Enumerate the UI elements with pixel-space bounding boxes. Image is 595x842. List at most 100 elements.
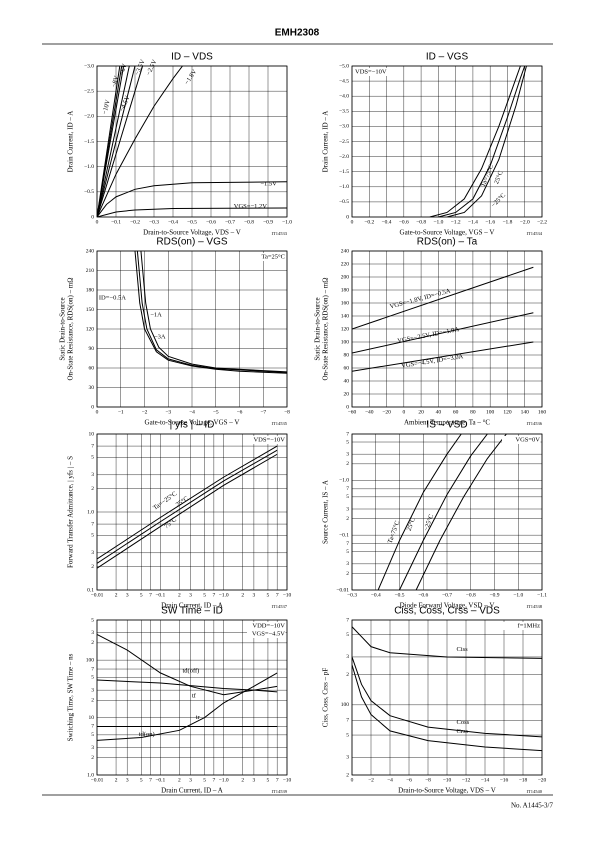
annotation-bg bbox=[247, 630, 286, 638]
y-tick-label: 3 bbox=[91, 550, 94, 556]
curve-label: −1.5V bbox=[260, 180, 277, 187]
y-tick-label: 7 bbox=[346, 718, 349, 724]
annotation: VDD=−10V bbox=[252, 622, 285, 629]
y-axis-label: Source Current, IS – A bbox=[322, 480, 330, 544]
y-tick-label: 140 bbox=[341, 313, 350, 319]
x-tick-label: 2 bbox=[178, 592, 181, 598]
x-tick-label: −18 bbox=[519, 777, 528, 783]
y-tick-label: −0.5 bbox=[339, 199, 349, 205]
x-tick-label: −0.9 bbox=[490, 592, 500, 598]
chart-title: ID – VGS bbox=[426, 52, 469, 63]
y-tick-label: 7 bbox=[91, 443, 94, 449]
x-tick-label: −0.6 bbox=[399, 219, 409, 225]
y-tick-label: 7 bbox=[91, 724, 94, 730]
chart: RDS(on) – Ta Ambient Temperature, Ta – °C… bbox=[314, 237, 547, 427]
curve bbox=[97, 66, 183, 217]
y-tick-label: 240 bbox=[86, 248, 95, 254]
chart-title: SW Time – ID bbox=[161, 606, 223, 617]
chart-title: IS – VSD bbox=[426, 420, 467, 431]
curve bbox=[352, 341, 534, 372]
x-tick-label: 100 bbox=[486, 409, 495, 415]
plot-frame bbox=[351, 433, 543, 591]
y-tick-label: 5 bbox=[346, 439, 349, 445]
x-tick-label: −7 bbox=[260, 409, 266, 415]
x-tick-label: 0 bbox=[351, 219, 354, 225]
y-tick-label: −5.0 bbox=[339, 63, 349, 69]
x-tick-label: −0.1 bbox=[111, 219, 121, 225]
curve-label: 25°C bbox=[493, 170, 505, 185]
x-tick-label: −0.01 bbox=[91, 777, 104, 783]
x-tick-label: −0.7 bbox=[225, 219, 235, 225]
y-axis-label: Drain Current, ID – A bbox=[322, 111, 330, 173]
x-tick-label: −2.0 bbox=[520, 219, 530, 225]
y-tick-label: 2 bbox=[91, 755, 94, 761]
x-tick-label: −0.1 bbox=[155, 592, 165, 598]
y-tick-label: 1.0 bbox=[87, 772, 94, 778]
x-tick-label: −5 bbox=[213, 409, 219, 415]
curve bbox=[97, 449, 278, 564]
y-tick-label: 150 bbox=[86, 307, 95, 313]
x-tick-label: 120 bbox=[503, 409, 512, 415]
x-tick-label: 3 bbox=[253, 592, 256, 598]
curve-label: Crss bbox=[457, 728, 469, 735]
figure-code: IT14537 bbox=[272, 604, 288, 609]
y-tick-label: 2 bbox=[346, 461, 349, 467]
y-tick-label: 7 bbox=[346, 541, 349, 547]
curve-label: tf bbox=[192, 692, 197, 699]
figure-code: IT14539 bbox=[272, 789, 288, 794]
y-tick-label: 3 bbox=[91, 472, 94, 478]
chart: Ciss, Coss, Crss – VDS Drain-to-Source Vo… bbox=[322, 606, 547, 795]
chart-title: Ciss, Coss, Crss – VDS bbox=[394, 606, 500, 617]
curve-label: −1A bbox=[150, 311, 162, 318]
chart: ID – VGS Gate-to-Source Voltage, VGS – V I… bbox=[322, 52, 548, 237]
x-tick-label: −2 bbox=[142, 409, 148, 415]
x-tick-label: −0.4 bbox=[371, 592, 381, 598]
y-tick-label: 0 bbox=[91, 404, 94, 410]
curve-label: −6V bbox=[118, 63, 128, 76]
x-tick-label: 7 bbox=[276, 777, 279, 783]
y-tick-label: −2.0 bbox=[339, 154, 349, 160]
x-tick-label: −1.4 bbox=[468, 219, 478, 225]
y-tick-label: 10 bbox=[89, 431, 95, 437]
y-tick-label: 3 bbox=[346, 755, 349, 761]
x-tick-label: −60 bbox=[348, 409, 357, 415]
x-tick-label: −0.2 bbox=[130, 219, 140, 225]
x-axis-label: Ambient Temperature, Ta – °C bbox=[404, 419, 490, 427]
x-tick-label: −1.0 bbox=[282, 219, 292, 225]
plot-frame bbox=[96, 250, 288, 408]
x-tick-label: 5 bbox=[203, 592, 206, 598]
x-tick-label: −4 bbox=[387, 777, 393, 783]
x-tick-label: −3 bbox=[165, 409, 171, 415]
y-tick-label: −2.5 bbox=[84, 88, 94, 94]
curve bbox=[97, 66, 144, 217]
x-tick-label: −8 bbox=[284, 409, 290, 415]
x-axis-label: Drain Current, ID – A bbox=[161, 787, 223, 795]
x-tick-label: 7 bbox=[149, 592, 152, 598]
curve-label: td(off) bbox=[183, 668, 200, 675]
x-tick-label: 3 bbox=[253, 777, 256, 783]
y-tick-label: 3 bbox=[346, 506, 349, 512]
annotation-bg bbox=[247, 253, 286, 261]
curve bbox=[352, 312, 534, 354]
y-tick-label: 2 bbox=[346, 516, 349, 522]
x-tick-label: −0.3 bbox=[149, 219, 159, 225]
y-tick-label: 5 bbox=[91, 455, 94, 461]
x-tick-label: −16 bbox=[500, 777, 509, 783]
x-tick-label: 5 bbox=[140, 592, 143, 598]
annotation: Ta=25°C bbox=[261, 253, 285, 260]
y-tick-label: −4.5 bbox=[339, 78, 349, 84]
y-tick-label: −1.5 bbox=[84, 139, 94, 145]
y-tick-label: 0.1 bbox=[87, 587, 94, 593]
y-tick-label: 5 bbox=[91, 732, 94, 738]
y-tick-label: 80 bbox=[344, 352, 350, 358]
y-tick-label: 3 bbox=[91, 745, 94, 751]
y-axis-label: On-State Resistance, RDS(on) – mΩ bbox=[322, 278, 330, 381]
x-tick-label: 2 bbox=[241, 777, 244, 783]
annotation: VDS=−10V bbox=[355, 68, 387, 75]
y-tick-label: −3.5 bbox=[339, 109, 349, 115]
footer: No. A1445-3/7 bbox=[511, 802, 554, 810]
y-tick-label: 7 bbox=[91, 666, 94, 672]
chart-title: | yfs | – ID bbox=[170, 420, 215, 431]
y-tick-label: 7 bbox=[91, 521, 94, 527]
y-tick-label: −0.01 bbox=[336, 587, 349, 593]
